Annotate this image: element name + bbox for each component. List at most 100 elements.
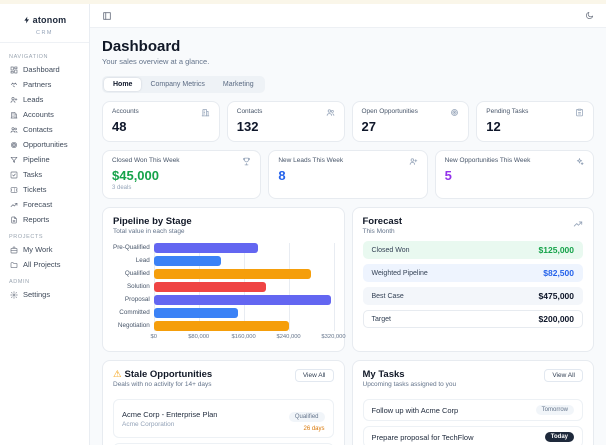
sidebar-item-reports[interactable]: Reports bbox=[7, 212, 82, 227]
sidebar-item-label: Contacts bbox=[23, 125, 53, 134]
brand-name: atonom bbox=[32, 15, 67, 25]
gear-icon bbox=[10, 290, 18, 299]
stat-card-pending-tasks: Pending Tasks 12 bbox=[476, 101, 594, 142]
forecast-row-weighted-pipeline: Weighted Pipeline $82,500 bbox=[362, 264, 583, 282]
forecast-row-value: $475,000 bbox=[538, 291, 574, 301]
sidebar-item-label: Dashboard bbox=[23, 65, 60, 74]
stat-card-accounts: Accounts 48 bbox=[102, 101, 220, 142]
brand-logo[interactable]: atonom CRM bbox=[0, 4, 89, 43]
sidebar-toggle-button[interactable] bbox=[100, 9, 114, 23]
chart-category-label: Pre-Qualified bbox=[113, 244, 150, 251]
task-item[interactable]: Follow up with Acme Corp Tomorrow bbox=[362, 399, 583, 421]
tab-marketing[interactable]: Marketing bbox=[222, 81, 254, 88]
sidebar-item-all-projects[interactable]: All Projects bbox=[7, 257, 82, 272]
sidebar-item-tasks[interactable]: Tasks bbox=[7, 167, 82, 182]
sidebar-item-my-work[interactable]: My Work bbox=[7, 242, 82, 257]
sidebar-nav: Navigation Dashboard Partners Leads Accounts… bbox=[0, 43, 89, 306]
building-icon bbox=[10, 111, 18, 118]
sidebar-item-settings[interactable]: Settings bbox=[7, 287, 82, 302]
ticket-icon bbox=[10, 186, 18, 193]
task-due-badge: Today bbox=[544, 432, 574, 442]
check-square-icon bbox=[10, 171, 18, 178]
task-title: Prepare proposal for TechFlow bbox=[371, 432, 474, 442]
tasks-title: My Tasks bbox=[362, 369, 405, 380]
task-item[interactable]: Prepare proposal for TechFlow Today bbox=[362, 426, 583, 445]
chart-category-label: Committed bbox=[119, 309, 150, 316]
forecast-row-label: Target bbox=[371, 315, 391, 323]
stale-days: 26 days bbox=[303, 426, 325, 432]
topbar bbox=[90, 4, 606, 28]
stale-subtitle: Deals with no activity for 14+ days bbox=[113, 381, 212, 388]
task-due-badge: Tomorrow bbox=[535, 405, 574, 415]
forecast-row-value: $82,500 bbox=[543, 268, 574, 278]
pipeline-panel: Pipeline by Stage Total value in each st… bbox=[102, 207, 346, 352]
opportunity-title: Acme Corp - Enterprise Plan bbox=[122, 409, 218, 419]
chart-bar-qualified bbox=[153, 269, 312, 279]
forecast-subtitle: This Month bbox=[362, 228, 395, 235]
sidebar-item-opportunities[interactable]: Opportunities bbox=[7, 137, 82, 152]
chart-xtick-label: $240,000 bbox=[276, 334, 301, 340]
moon-icon bbox=[586, 11, 594, 19]
sidebar-item-leads[interactable]: Leads bbox=[7, 92, 82, 107]
nav-section-label-admin: Admin bbox=[9, 279, 30, 285]
sidebar-item-forecast[interactable]: Forecast bbox=[7, 197, 82, 212]
warning-icon: ⚠ bbox=[113, 369, 122, 380]
bolt-icon bbox=[23, 16, 29, 24]
sidebar-item-contacts[interactable]: Contacts bbox=[7, 122, 82, 137]
trending-up-icon bbox=[10, 202, 18, 207]
tasks-list: Follow up with Acme Corp Tomorrow Prepare … bbox=[362, 399, 583, 445]
sidebar-item-accounts[interactable]: Accounts bbox=[7, 107, 82, 122]
stat-value: 132 bbox=[236, 119, 259, 134]
trending-up-icon bbox=[573, 216, 583, 234]
top-accent-strip bbox=[0, 0, 606, 4]
file-icon bbox=[11, 216, 17, 223]
tab-company-metrics[interactable]: Company Metrics bbox=[150, 81, 205, 88]
page-subtitle: Your sales overview at a glance. bbox=[102, 57, 210, 66]
stat-value: 12 bbox=[486, 119, 501, 134]
users-icon bbox=[326, 109, 334, 116]
tasks-subtitle: Upcoming tasks assigned to you bbox=[362, 381, 457, 388]
theme-toggle-button[interactable] bbox=[583, 9, 596, 22]
stat-label: Contacts bbox=[236, 108, 263, 115]
stat-label: Closed Won This Week bbox=[112, 157, 180, 164]
dashboard-tabs: Home Company Metrics Marketing bbox=[102, 76, 265, 93]
nav-section-label-navigation: Navigation bbox=[9, 54, 49, 60]
tasks-view-all-button[interactable]: View All bbox=[544, 369, 583, 382]
stale-view-all-button[interactable]: View All bbox=[294, 369, 334, 382]
forecast-row-label: Best Case bbox=[371, 292, 404, 300]
sidebar-item-label: Tasks bbox=[23, 170, 43, 179]
sidebar-item-pipeline[interactable]: Pipeline bbox=[7, 152, 82, 167]
chart-category-label: Lead bbox=[135, 257, 150, 264]
dashboard-content: Dashboard Your sales overview at a glanc… bbox=[90, 28, 606, 445]
clipboard-icon bbox=[576, 108, 583, 117]
forecast-rows: Closed Won $125,000 Weighted Pipeline $82,5… bbox=[362, 241, 583, 328]
tab-home[interactable]: Home bbox=[104, 78, 142, 91]
stat-card-closed-won-this-week: Closed Won This Week $45,000 3 deals bbox=[102, 150, 262, 199]
opportunity-company: Acme Corporation bbox=[122, 420, 175, 428]
user-plus-icon bbox=[409, 158, 417, 165]
forecast-row-value: $125,000 bbox=[538, 245, 574, 255]
handshake-icon bbox=[11, 82, 17, 87]
sidebar-item-label: Pipeline bbox=[23, 155, 50, 164]
sidebar-item-tickets[interactable]: Tickets bbox=[7, 182, 82, 197]
sidebar-item-label: My Work bbox=[23, 245, 53, 254]
chart-bar-solution bbox=[153, 282, 267, 292]
sidebar-item-dashboard[interactable]: Dashboard bbox=[7, 62, 82, 77]
stale-opportunities-panel: ⚠ Stale Opportunities Deals with no acti… bbox=[102, 360, 345, 445]
sidebar-item-label: Partners bbox=[23, 80, 52, 89]
stat-value: 27 bbox=[361, 119, 376, 134]
page-title: Dashboard bbox=[102, 38, 181, 55]
forecast-title: Forecast bbox=[362, 216, 403, 227]
stale-opportunity-item[interactable]: Acme Corp - Enterprise Plan Acme Corporat… bbox=[113, 399, 334, 438]
chart-category-label: Proposal bbox=[124, 296, 150, 303]
chart-bar-negotiation bbox=[153, 321, 289, 331]
chart-xtick-label: $160,000 bbox=[231, 334, 256, 340]
stat-card-open-opportunities: Open Opportunities 27 bbox=[351, 101, 470, 142]
chart-bar-lead bbox=[153, 256, 222, 266]
stale-title: Stale Opportunities bbox=[124, 369, 213, 380]
sidebar: atonom CRM Navigation Dashboard Partners Le… bbox=[0, 4, 90, 445]
stale-list: Acme Corp - Enterprise Plan Acme Corporat… bbox=[113, 399, 334, 445]
sidebar-item-partners[interactable]: Partners bbox=[7, 77, 82, 92]
forecast-panel: Forecast This Month Closed Won $125,000 We… bbox=[351, 207, 594, 352]
chart-bar-pre-qualified bbox=[153, 243, 258, 253]
